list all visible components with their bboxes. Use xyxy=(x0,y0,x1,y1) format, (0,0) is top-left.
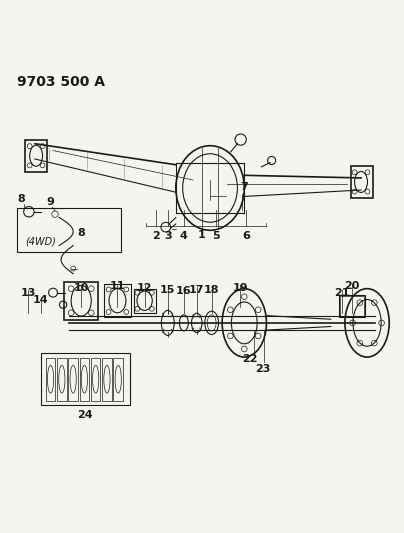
Text: 8: 8 xyxy=(77,228,85,238)
Text: 13: 13 xyxy=(20,288,36,298)
Text: 3: 3 xyxy=(164,231,172,241)
Bar xyxy=(68,358,78,401)
Text: 9703 500 A: 9703 500 A xyxy=(17,75,105,89)
Bar xyxy=(134,289,156,313)
Text: 12: 12 xyxy=(137,282,153,293)
Bar xyxy=(17,208,122,253)
Text: 16: 16 xyxy=(176,286,191,296)
Bar xyxy=(64,281,98,320)
Text: 18: 18 xyxy=(204,285,219,295)
Text: 1: 1 xyxy=(198,230,206,240)
Bar xyxy=(104,284,130,317)
Bar xyxy=(57,358,67,401)
Bar xyxy=(91,358,101,401)
Text: 23: 23 xyxy=(255,365,270,374)
Text: 14: 14 xyxy=(33,295,49,305)
Text: (4WD): (4WD) xyxy=(25,236,56,246)
Bar xyxy=(102,358,112,401)
Text: 6: 6 xyxy=(242,231,250,241)
Text: 2: 2 xyxy=(152,231,160,241)
Text: 11: 11 xyxy=(110,281,125,292)
Text: 10: 10 xyxy=(74,282,89,293)
Text: 20: 20 xyxy=(344,281,360,292)
Text: 7: 7 xyxy=(240,182,248,192)
Text: 17: 17 xyxy=(189,285,204,295)
Bar xyxy=(80,358,89,401)
Text: 4: 4 xyxy=(180,231,188,241)
Bar xyxy=(340,296,364,316)
Text: 8: 8 xyxy=(18,194,25,204)
Bar xyxy=(114,358,123,401)
Text: 5: 5 xyxy=(212,231,220,241)
Text: 15: 15 xyxy=(160,285,175,295)
Text: 22: 22 xyxy=(242,354,258,364)
Text: 9: 9 xyxy=(46,197,54,207)
Bar xyxy=(41,353,130,406)
Bar xyxy=(46,358,55,401)
Text: 19: 19 xyxy=(232,282,248,293)
Bar xyxy=(339,295,365,317)
Text: 21: 21 xyxy=(334,288,349,298)
Text: 24: 24 xyxy=(78,410,93,420)
